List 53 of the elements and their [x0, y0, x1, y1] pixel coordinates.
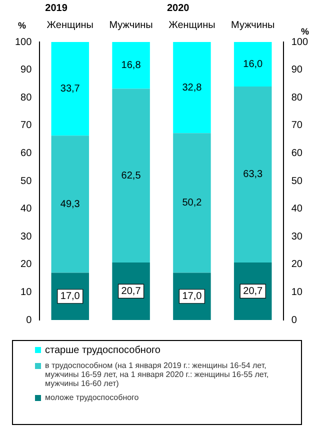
y2-tick-label: 20 — [291, 259, 303, 270]
data-label: 17,0 — [60, 291, 80, 302]
y2-tick-label: 70 — [291, 120, 303, 132]
data-label: 16,8 — [121, 60, 142, 72]
data-label: 17,0 — [182, 291, 202, 302]
y-tick-label: 70 — [20, 120, 32, 132]
x-tick-label: Женщины — [168, 20, 216, 31]
bar — [112, 88, 150, 262]
bar — [51, 136, 90, 273]
y2-tick-label: 90 — [291, 64, 303, 76]
y-tick-label: 60 — [20, 148, 32, 159]
data-label: 63,3 — [243, 169, 264, 180]
text: 2019 — [45, 2, 68, 14]
bar — [51, 42, 90, 136]
data-label: 20,7 — [243, 286, 264, 297]
y2-tick-label: 40 — [291, 204, 303, 215]
legend-label: в трудоспособном (на 1 января 2019 г.: женщины 16-54 лет, мужчины 16-59 лет, на 1 января 2020 г.: женщины 16-55 лет, мужчины 16-60 лет) — [45, 361, 270, 388]
bar — [112, 42, 150, 89]
legend-label: моложе трудоспособного — [45, 393, 139, 402]
y2-tick-label: 0 — [291, 314, 298, 326]
y-tick-label: 100 — [14, 36, 32, 48]
bar — [234, 86, 272, 262]
y2-tick-label: 10 — [291, 286, 303, 298]
data-label: 20,7 — [121, 286, 142, 297]
y2-axis-title: % — [301, 26, 310, 36]
legend-label: старше трудоспособного — [45, 345, 160, 356]
bar — [173, 42, 211, 134]
data-label: 33,7 — [60, 84, 80, 95]
y-tick-label: 90 — [20, 64, 32, 76]
y2-tick-label: 30 — [291, 231, 303, 242]
data-label: 16,0 — [243, 58, 264, 70]
y-tick-label: 40 — [20, 204, 32, 215]
y2-tick-label: 60 — [291, 148, 303, 159]
y-tick-label: 0 — [26, 314, 32, 326]
y2-tick-label: 50 — [291, 176, 303, 187]
bar — [173, 133, 211, 273]
x-tick-label: Женщины — [46, 20, 94, 31]
y-tick-label: 80 — [20, 92, 32, 104]
y-axis-title: % — [18, 20, 26, 30]
text: 2020 — [166, 2, 190, 14]
x-tick-label: Мужчины — [231, 20, 275, 31]
data-label: 32,8 — [182, 82, 202, 94]
data-label: 50,2 — [182, 198, 202, 209]
y-tick-label: 10 — [20, 286, 32, 298]
y2-tick-label: 80 — [291, 92, 303, 104]
data-label: 62,5 — [121, 170, 142, 182]
y-tick-label: 20 — [20, 259, 32, 270]
x-tick-label: Мужчины — [109, 20, 153, 31]
data-label: 49,3 — [60, 198, 80, 210]
bar — [234, 42, 272, 86]
y-tick-label: 50 — [20, 176, 32, 187]
y-tick-label: 30 — [20, 231, 32, 242]
y2-tick-label: 100 — [291, 36, 308, 48]
